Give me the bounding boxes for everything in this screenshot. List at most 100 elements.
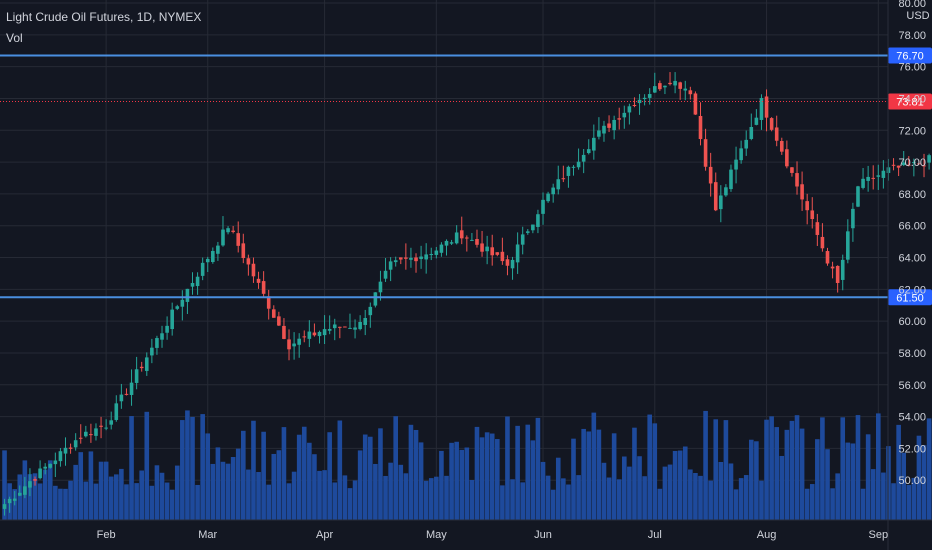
candle-body: [627, 106, 632, 113]
volume-bar: [139, 470, 144, 520]
candle-body: [571, 166, 576, 168]
candle-body: [632, 105, 637, 107]
price-tick-label: 64.00: [898, 253, 926, 265]
candle-body: [226, 228, 230, 233]
candle-body: [846, 231, 850, 260]
volume-bar: [373, 463, 378, 520]
volume-bar: [804, 488, 810, 520]
candle-body: [256, 278, 261, 283]
volume-bar: [464, 447, 470, 520]
candle-body: [764, 96, 769, 118]
candle-body: [785, 149, 789, 167]
candle-body: [840, 259, 845, 280]
volume-bar: [566, 484, 571, 520]
volume-bar: [779, 455, 785, 520]
candle-body: [922, 165, 926, 167]
volume-bar: [266, 484, 271, 520]
candle-body: [485, 246, 489, 252]
candle-body: [363, 318, 368, 325]
volume-bar: [342, 475, 348, 520]
volume-bar: [820, 417, 825, 520]
volume-bar: [174, 465, 180, 520]
candle-body: [58, 451, 63, 462]
volume-bar: [205, 433, 211, 520]
volume-bar: [906, 484, 912, 520]
volume-bar: [200, 414, 205, 520]
candle-body: [500, 251, 505, 262]
volume-bar: [657, 488, 663, 520]
candle-body: [779, 141, 784, 152]
volume-bar: [190, 416, 195, 520]
price-tick-label: 50.00: [898, 475, 926, 487]
price-axis[interactable]: 80.00 78.00 76.00 74.00 72.00 70.00 68.00 66.00…: [887, 0, 930, 550]
candle-body: [170, 309, 174, 330]
volume-bar: [83, 481, 89, 520]
volume-bar: [398, 464, 404, 520]
volume-bar: [916, 435, 922, 520]
candle-body: [241, 243, 246, 259]
candle-body: [465, 237, 469, 239]
candle-body: [800, 184, 804, 200]
candle-body: [541, 199, 545, 214]
volume-bar: [672, 450, 678, 520]
volume-bar: [738, 478, 744, 520]
volume-bar: [794, 415, 800, 520]
candle-body: [266, 296, 271, 309]
candle-body: [429, 254, 434, 256]
candle-body: [693, 93, 698, 115]
candle-body: [317, 331, 322, 337]
candle-body: [307, 331, 312, 339]
volume-bar: [469, 480, 475, 520]
volume-bar: [845, 442, 851, 520]
candle-body: [896, 165, 901, 168]
candle-body: [246, 258, 251, 265]
candle-body: [99, 425, 103, 427]
candle-body: [592, 137, 596, 151]
volume-bar: [500, 485, 505, 520]
candle-body: [160, 333, 164, 340]
volume-bar: [606, 477, 612, 520]
candle-body: [338, 326, 342, 328]
candle-body: [124, 393, 129, 395]
candle-body: [536, 214, 540, 227]
volume-bar: [276, 450, 282, 520]
volume-bar: [327, 432, 332, 520]
candle-body: [388, 261, 393, 270]
volume-bar: [495, 439, 500, 520]
time-axis[interactable]: FebMarAprMayJunJulAugSepOct: [0, 519, 932, 541]
volume-bar: [703, 410, 708, 520]
candle-body: [398, 257, 403, 260]
price-tick-label: 68.00: [898, 189, 926, 201]
candle-body: [642, 97, 647, 100]
price-tick-label: 52.00: [898, 443, 926, 455]
volume-bar: [764, 419, 769, 520]
candle-body: [119, 394, 124, 402]
candle-body: [343, 326, 347, 328]
volume-bar: [393, 416, 398, 520]
volume-bar: [307, 442, 312, 520]
last-price-tag: [888, 93, 932, 110]
candle-body: [607, 123, 611, 128]
volume-bar: [632, 427, 637, 520]
volume-bar: [555, 457, 561, 520]
candle-body: [322, 329, 327, 336]
volume-bar: [535, 417, 541, 520]
candle-body: [271, 309, 276, 318]
volume-bar: [352, 480, 358, 520]
candle-body: [581, 154, 586, 162]
volume-bar: [53, 485, 58, 520]
volume-bar: [860, 488, 866, 520]
volume-bar: [291, 471, 297, 520]
volume-bar: [510, 479, 515, 520]
volume-bar: [78, 452, 84, 520]
volume-bar: [454, 441, 459, 520]
volume-bar: [210, 463, 216, 520]
candle-body: [856, 186, 860, 207]
volume-bar: [876, 413, 881, 520]
volume-bar: [428, 478, 434, 520]
volume-bar: [47, 460, 53, 520]
volume-bar: [215, 447, 221, 520]
horizontal-levels[interactable]: 76.70 61.50 73.81: [0, 47, 932, 306]
volume-bar: [830, 488, 835, 520]
